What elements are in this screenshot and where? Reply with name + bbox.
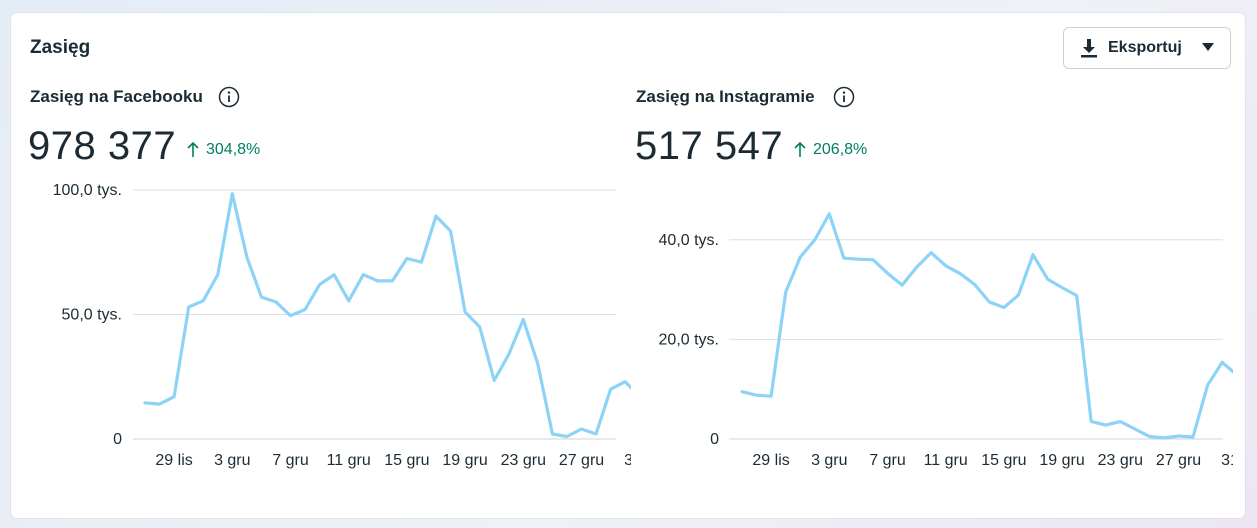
arrow-up-icon xyxy=(187,142,199,157)
x-tick-label: 27 gru xyxy=(559,452,604,469)
reach-card: Zasięg Eksportuj Zasięg na Facebooku 978… xyxy=(11,13,1245,518)
y-tick-label: 20,0 tys. xyxy=(659,331,719,348)
facebook-reach-value: 978 377 xyxy=(28,124,177,168)
info-icon[interactable] xyxy=(833,86,855,108)
x-tick-label: 7 gru xyxy=(272,452,308,469)
facebook-reach-change: 304,8% xyxy=(186,141,260,159)
info-icon[interactable] xyxy=(218,86,240,108)
x-tick-label: 29 lis xyxy=(155,452,192,469)
reach-line xyxy=(740,212,1233,440)
instagram-change-value: 206,8% xyxy=(813,141,868,158)
x-tick-label: 3 gru xyxy=(811,452,847,469)
x-tick-label: 15 gru xyxy=(384,452,429,469)
arrow-up-icon xyxy=(794,142,806,157)
x-tick-label: 27 gru xyxy=(1156,452,1201,469)
instagram-reach-value: 517 547 xyxy=(635,124,784,168)
reach-line xyxy=(143,192,631,439)
facebook-change-value: 304,8% xyxy=(206,141,261,158)
x-tick-label: 23 gru xyxy=(1098,452,1143,469)
x-tick-label: 19 gru xyxy=(442,452,487,469)
instagram-reach-change: 206,8% xyxy=(793,141,867,159)
y-tick-label: 50,0 tys. xyxy=(62,307,122,324)
export-label: Eksportuj xyxy=(1108,39,1182,56)
x-tick-label: 15 gru xyxy=(981,452,1026,469)
caret-down-icon xyxy=(1202,43,1214,51)
x-tick-label: 19 gru xyxy=(1039,452,1084,469)
facebook-reach-chart: 0 50,0 tys. 100,0 tys. 29 lis 3 gru 7 gru 11 g… xyxy=(53,182,631,469)
export-button[interactable]: Eksportuj xyxy=(1063,27,1231,69)
y-tick-label: 0 xyxy=(710,431,719,448)
y-tick-label: 40,0 tys. xyxy=(659,232,719,249)
facebook-reach-title: Zasięg na Facebooku xyxy=(30,87,203,106)
x-tick-label: 11 gru xyxy=(327,452,371,469)
x-tick-label: 7 gru xyxy=(869,452,905,469)
card-title: Zasięg xyxy=(30,37,91,58)
x-tick-label: 11 gru xyxy=(924,452,968,469)
x-tick-label: 3 gru xyxy=(214,452,250,469)
x-tick-label: 31 g xyxy=(1221,452,1233,469)
y-tick-label: 0 xyxy=(113,431,122,448)
instagram-reach-title: Zasięg na Instagramie xyxy=(636,87,815,106)
x-tick-label: 29 lis xyxy=(752,452,789,469)
x-tick-label: 31 g xyxy=(624,452,631,469)
download-icon xyxy=(1081,39,1097,58)
y-tick-label: 100,0 tys. xyxy=(53,182,122,199)
x-tick-label: 23 gru xyxy=(501,452,546,469)
instagram-reach-chart: 0 20,0 tys. 40,0 tys. 29 lis 3 gru 7 gru 11 gr… xyxy=(659,212,1233,469)
